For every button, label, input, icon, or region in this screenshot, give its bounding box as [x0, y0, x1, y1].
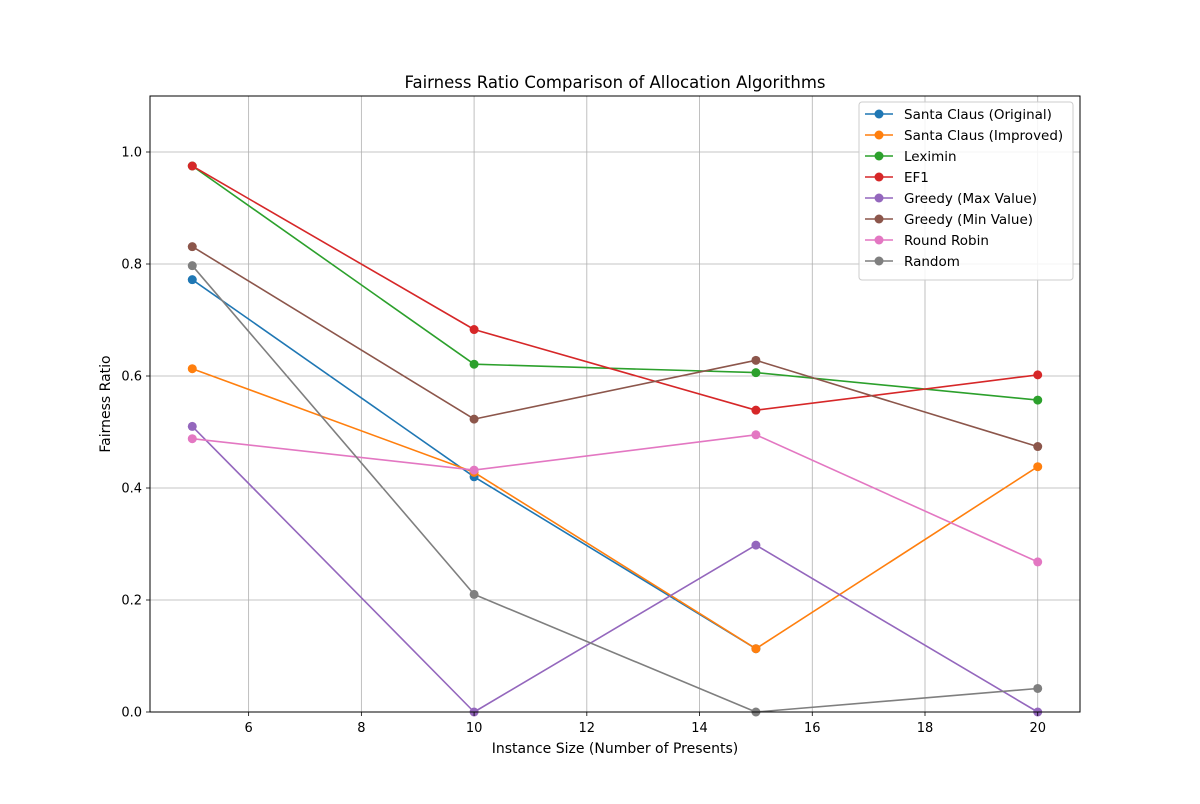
legend-marker	[874, 130, 884, 140]
x-tick-label: 8	[357, 721, 365, 736]
legend-marker	[874, 151, 884, 161]
y-tick-label: 0.8	[121, 258, 142, 273]
data-point	[751, 355, 761, 365]
x-tick-label: 10	[466, 721, 483, 736]
x-tick-label: 20	[1029, 721, 1046, 736]
series-line	[191, 425, 1039, 713]
x-tick-label: 12	[579, 721, 596, 736]
data-point	[751, 430, 761, 440]
data-point	[187, 275, 197, 285]
legend-marker	[874, 109, 884, 119]
legend-label: Leximin	[904, 149, 957, 165]
x-tick-label: 16	[804, 721, 821, 736]
legend-box	[858, 101, 1074, 281]
series-line	[192, 433, 1039, 563]
y-axis-label: Fairness Ratio	[98, 355, 114, 452]
series-layer	[187, 161, 1043, 717]
data-point	[751, 644, 761, 654]
data-point	[751, 405, 761, 415]
y-tick-label: 1.0	[121, 146, 142, 161]
x-axis-label: Instance Size (Number of Presents)	[492, 741, 739, 757]
ticks: 6 8 10 12 14 16 18 20 0.0 0.2 0.4 0.6 0.8 1.0	[121, 146, 1046, 737]
legend-marker	[874, 256, 884, 266]
data-point	[1033, 462, 1043, 472]
legend-label: Greedy (Max Value)	[904, 191, 1037, 207]
legend-label: Santa Claus (Original)	[904, 107, 1052, 123]
x-tick-label: 14	[691, 721, 708, 736]
data-point	[1033, 683, 1043, 693]
legend-label: Greedy (Min Value)	[904, 212, 1033, 228]
data-point	[187, 434, 197, 444]
data-point	[469, 465, 479, 475]
data-point	[469, 414, 479, 424]
y-tick-label: 0.0	[121, 706, 142, 721]
data-point	[751, 368, 761, 378]
data-point	[1033, 557, 1043, 567]
data-point	[1033, 395, 1043, 405]
data-point	[469, 359, 479, 369]
series-line	[192, 367, 1039, 650]
legend-label: Random	[904, 254, 960, 270]
legend-marker	[874, 172, 884, 182]
data-point	[1033, 370, 1043, 380]
plot-frame	[149, 95, 1081, 713]
data-point	[469, 325, 479, 335]
data-point	[1033, 442, 1043, 452]
y-tick-label: 0.4	[121, 482, 142, 497]
data-point	[187, 364, 197, 374]
series-line	[191, 165, 1038, 412]
data-point	[751, 540, 761, 550]
legend-marker	[874, 235, 884, 245]
series-line	[191, 165, 1038, 401]
data-point	[187, 421, 197, 431]
data-point	[187, 242, 197, 252]
legend-marker	[874, 193, 884, 203]
data-point	[187, 261, 197, 271]
legend-label: EF1	[904, 170, 929, 186]
legend-label: Santa Claus (Improved)	[904, 128, 1063, 144]
data-point	[469, 589, 479, 599]
series-line	[191, 245, 1038, 448]
legend-label: Round Robin	[904, 233, 989, 249]
series-line	[191, 265, 1038, 713]
y-tick-label: 0.2	[121, 594, 142, 609]
y-tick-label: 0.6	[121, 370, 142, 385]
x-tick-label: 6	[244, 721, 252, 736]
data-point	[187, 161, 197, 171]
legend: Santa Claus (Original) Santa Claus (Impro…	[858, 101, 1074, 281]
legend-marker	[874, 214, 884, 224]
x-tick-label: 18	[917, 721, 934, 736]
chart-title: Fairness Ratio Comparison of Allocation …	[405, 73, 826, 92]
